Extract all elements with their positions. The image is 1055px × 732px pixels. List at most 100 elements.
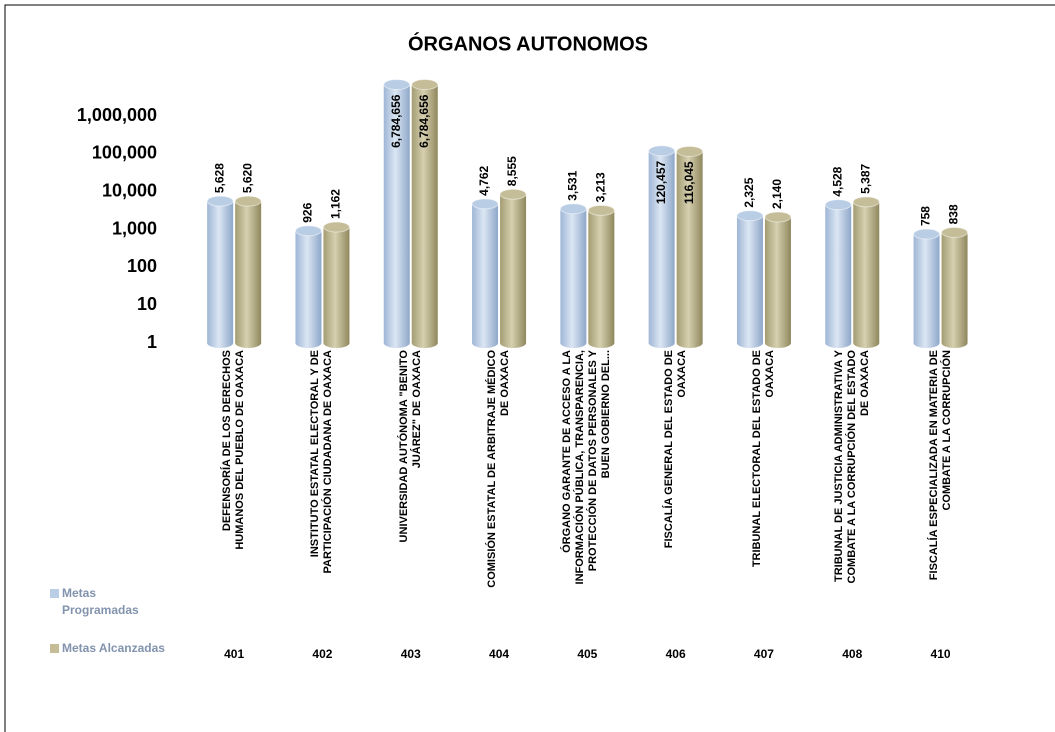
category-text: UNIVERSIDAD AUTÓNOMA "BENITO JUÁREZ" DE … — [397, 350, 423, 543]
category-code: 401 — [224, 647, 245, 661]
data-label: 5,620 — [240, 163, 254, 193]
bar — [736, 210, 764, 348]
data-label: 838 — [947, 204, 961, 224]
bar — [764, 211, 792, 348]
data-label: 6,784,656 — [389, 94, 403, 148]
data-label: 4,528 — [830, 166, 844, 196]
bar-base — [323, 338, 350, 348]
y-tick-label: 1,000 — [112, 218, 157, 238]
bar — [648, 145, 676, 348]
category-code: 403 — [400, 647, 421, 661]
legend-swatch — [50, 589, 59, 598]
x-tick-label: FISCALÍA GENERAL DEL ESTADO DE OAXACA — [634, 350, 718, 590]
category-text: ÓRGANO GARANTE DE ACCESO A LA INFORMACIÓ… — [561, 350, 613, 585]
data-label: 8,555 — [505, 156, 519, 186]
bar-top — [411, 79, 439, 91]
bar-base — [676, 338, 703, 348]
bar-body — [648, 150, 675, 343]
bar-top — [736, 210, 764, 222]
bar-body — [295, 230, 322, 343]
bar-body — [472, 203, 499, 343]
bar-base — [588, 338, 615, 348]
y-tick-label: 100,000 — [92, 143, 157, 163]
y-tick-label: 100 — [127, 256, 157, 276]
category-code: 402 — [312, 647, 333, 661]
y-tick-label: 10 — [137, 294, 157, 314]
y-tick-label: 10,000 — [102, 180, 157, 200]
bar-body — [764, 216, 791, 343]
bar-base — [411, 338, 438, 348]
data-label: 3,213 — [594, 172, 608, 202]
chart-title: ÓRGANOS AUTONOMOS — [408, 31, 648, 55]
bar-body — [676, 151, 703, 343]
data-label: 1,162 — [329, 189, 343, 219]
category-code: 407 — [753, 647, 774, 661]
bar-top — [676, 145, 704, 157]
category-text: FISCALÍA GENERAL DEL ESTADO DE OAXACA — [662, 350, 688, 549]
legend-item: Metas Alcanzadas — [50, 640, 172, 657]
bar-top — [852, 196, 880, 208]
legend-item: Metas Programadas — [50, 585, 172, 619]
bar — [941, 226, 969, 348]
category-text: FISCALÍA ESPECIALIZADA EN MATERIA DE COM… — [927, 350, 953, 581]
bar-top — [294, 225, 322, 237]
category-text: INSTITUTO ESTATAL ELECTORAL Y DE PARTICI… — [309, 350, 335, 574]
bar-top — [206, 195, 234, 207]
bar — [234, 195, 262, 348]
bar-base — [825, 338, 852, 348]
bar-top — [471, 198, 499, 210]
bar-base — [736, 338, 763, 348]
bar — [322, 221, 350, 348]
bar-body — [588, 210, 615, 343]
bar — [206, 195, 234, 348]
bar-base — [913, 338, 940, 348]
bar-top — [322, 221, 350, 233]
bar — [587, 204, 615, 348]
bar-base — [648, 338, 675, 348]
x-tick-label: DEFENSORÍA DE LOS DERECHOS HUMANOS DEL P… — [192, 350, 276, 590]
chart-border — [4, 4, 1055, 732]
bar — [294, 225, 322, 348]
category-text: DEFENSORÍA DE LOS DERECHOS HUMANOS DEL P… — [221, 350, 247, 550]
legend-swatch — [50, 644, 59, 653]
category-code: 408 — [842, 647, 863, 661]
bar-top — [913, 228, 941, 240]
bar — [383, 79, 411, 348]
bar-body — [207, 201, 234, 343]
bar-body — [736, 215, 763, 343]
bar-body — [235, 201, 262, 343]
data-label: 5,628 — [212, 163, 226, 193]
bar — [559, 203, 587, 348]
bar — [676, 145, 704, 348]
x-tick-label: UNIVERSIDAD AUTÓNOMA "BENITO JUÁREZ" DE … — [369, 350, 453, 590]
x-tick-label: COMISIÓN ESTATAL DE ARBITRAJE MÉDICO DE … — [457, 350, 541, 590]
bar — [411, 79, 439, 348]
bar-body — [411, 84, 438, 343]
bar-base — [235, 338, 262, 348]
x-tick-label: ÓRGANO GARANTE DE ACCESO A LA INFORMACIÓ… — [545, 350, 629, 590]
category-code: 410 — [930, 647, 951, 661]
bar-body — [500, 194, 527, 343]
bar-top — [587, 204, 615, 216]
x-tick-label: TRIBUNAL DE JUSTICIA ADMINISTRATIVA Y CO… — [810, 350, 894, 590]
data-label: 120,457 — [654, 160, 668, 204]
bar — [852, 196, 880, 348]
category-text: TRIBUNAL ELECTORAL DEL ESTADO DE OAXACA — [750, 350, 776, 568]
bar-body — [941, 232, 968, 343]
bar-top — [764, 211, 792, 223]
bar-base — [207, 338, 234, 348]
category-code: 404 — [489, 647, 510, 661]
data-label: 5,387 — [858, 163, 872, 193]
bar-body — [825, 204, 852, 343]
x-tick-label: FISCALÍA ESPECIALIZADA EN MATERIA DE COM… — [899, 350, 983, 590]
bar-top — [941, 226, 969, 238]
bar-base — [295, 338, 322, 348]
bar-top — [648, 145, 676, 157]
y-tick-label: 1,000,000 — [77, 105, 157, 125]
data-label: 2,325 — [742, 177, 756, 207]
bar — [824, 199, 852, 348]
legend-label: Metas Alcanzadas — [62, 641, 165, 655]
category-text: COMISIÓN ESTATAL DE ARBITRAJE MÉDICO DE … — [486, 350, 512, 588]
bar-body — [853, 201, 880, 343]
